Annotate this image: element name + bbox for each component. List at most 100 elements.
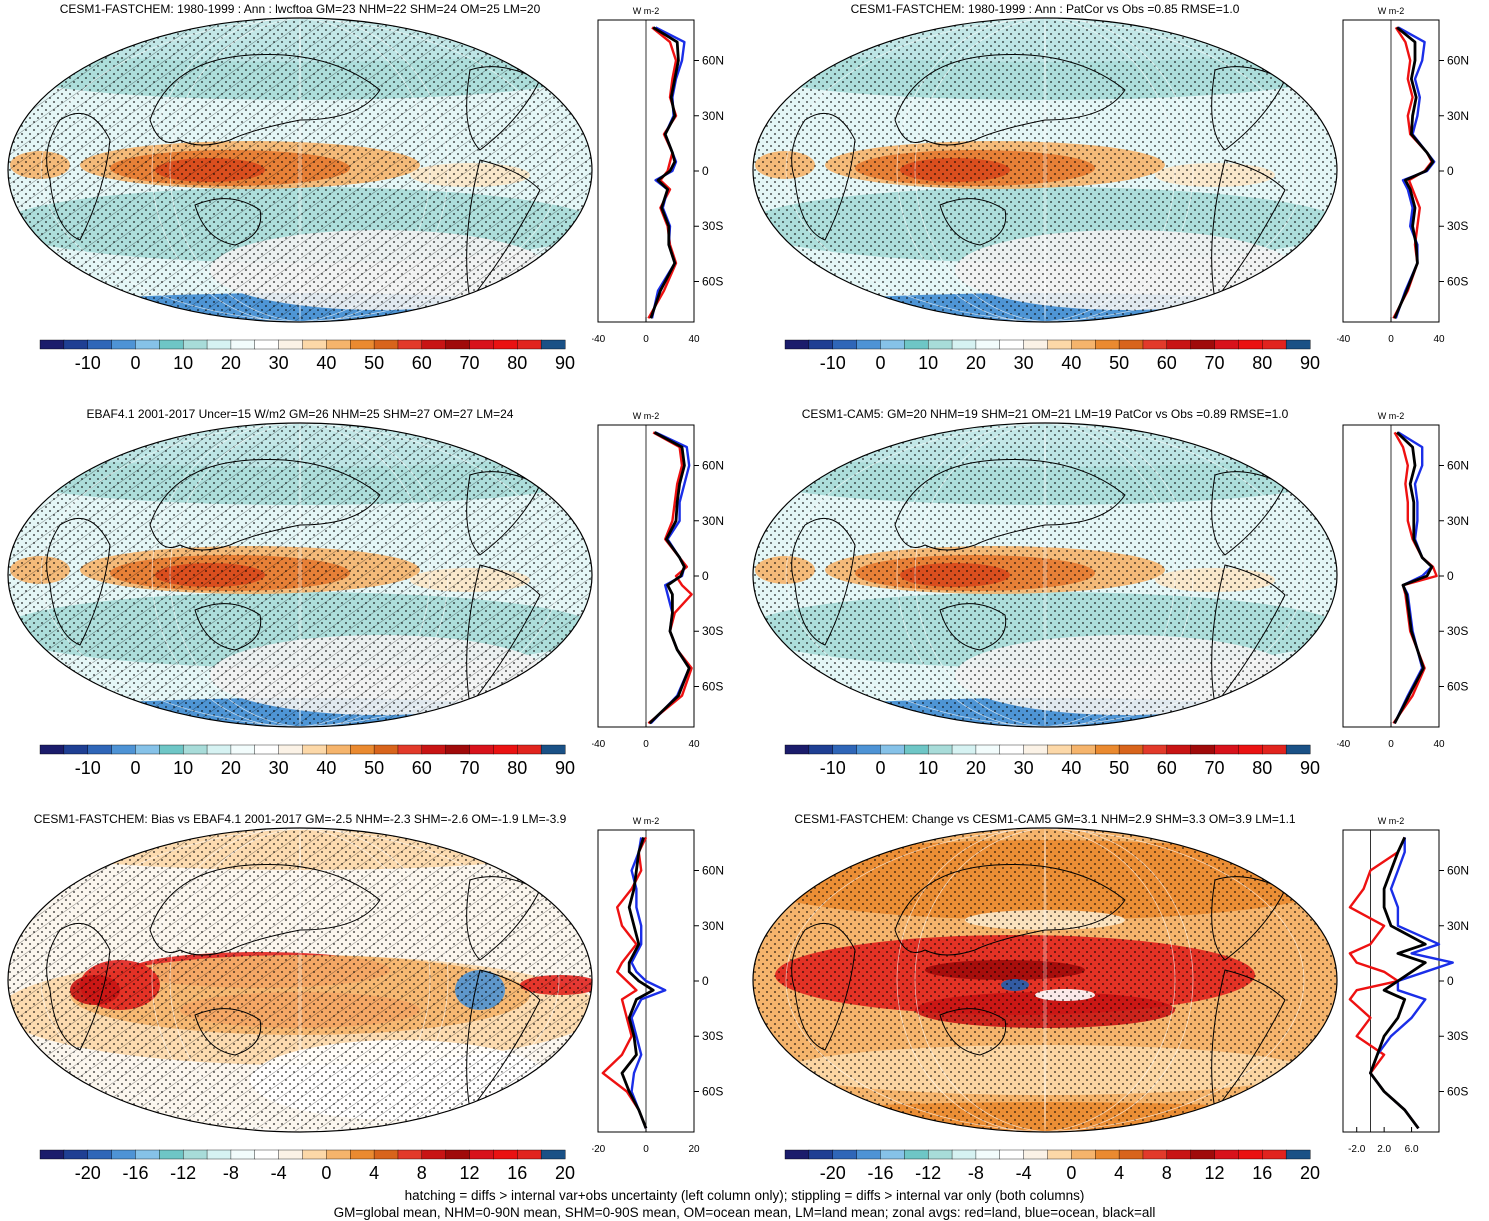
map-field [753, 423, 1337, 727]
series-land [647, 26, 678, 319]
colorbar-swatch [350, 744, 375, 755]
panel-title: CESM1-FASTCHEM: 1980-1999 : Ann : PatCor… [850, 2, 1240, 16]
panel-title: CESM1-CAM5: GM=20 NHM=19 SHM=21 OM=21 LM… [801, 407, 1289, 421]
colorbar-label: 30 [269, 353, 289, 373]
colorbar-swatch [1166, 1149, 1192, 1160]
colorbar-swatch [808, 339, 834, 350]
graticule [753, 18, 1337, 322]
colorbar-swatch [975, 744, 1001, 755]
colorbar-label: -4 [271, 1163, 287, 1183]
graticule [8, 423, 592, 727]
colorbar-swatch [1262, 1149, 1287, 1160]
colorbar-label: 10 [173, 758, 193, 778]
colorbar-swatch [784, 1149, 810, 1160]
colorbar-swatch [1023, 744, 1048, 755]
map-field [753, 18, 1337, 322]
colorbar-swatch [469, 339, 494, 350]
colorbar-swatch [469, 744, 494, 755]
colorbar-label: 10 [918, 353, 938, 373]
colorbar-swatch [1071, 744, 1096, 755]
coastlines [46, 53, 541, 302]
colorbar-swatch [1285, 1149, 1311, 1160]
colorbar-label: 90 [1300, 353, 1320, 373]
colorbar-swatch [517, 1149, 542, 1160]
series-all [1369, 836, 1427, 1130]
colorbar-label: 40 [316, 353, 336, 373]
colorbar-swatch [493, 339, 518, 350]
colorbar-label: -10 [75, 353, 101, 373]
colorbar-swatch [39, 1149, 65, 1160]
colorbar-swatch [1142, 744, 1168, 755]
hatching [8, 423, 592, 727]
map [7, 17, 593, 323]
colorbar-swatch [517, 339, 542, 350]
lat-tick-label: 30N [1447, 109, 1469, 123]
x-tick-label: -40 [1337, 739, 1351, 750]
lat-tick-label: 60N [1447, 459, 1469, 473]
colorbar-swatch [832, 339, 858, 350]
colorbar-swatch [39, 339, 65, 350]
colorbar-label: -12 [915, 1163, 941, 1183]
coastlines [46, 863, 541, 1112]
x-tick-label: 40 [1433, 739, 1445, 750]
x-tick-label: 0 [643, 739, 649, 750]
map-border [752, 827, 1338, 1133]
colorbar-swatch [182, 339, 208, 350]
colorbar-swatch [254, 744, 280, 755]
graticule [753, 828, 1337, 1132]
x-tick-label: 20 [688, 1144, 700, 1155]
colorbar-swatch [1142, 1149, 1168, 1160]
colorbar-swatch [350, 339, 375, 350]
stippling [753, 18, 1337, 322]
colorbar-label: 50 [364, 353, 384, 373]
colorbar-swatch [278, 339, 303, 350]
series-all [648, 431, 691, 725]
lat-tick-label: 30S [702, 624, 723, 638]
lat-tick-label: 0 [1447, 164, 1454, 178]
colorbar-swatch [206, 1149, 232, 1160]
series-ocean [630, 837, 667, 1129]
lat-tick-label: 60S [702, 274, 723, 288]
colorbar-swatch [808, 1149, 834, 1160]
lat-tick-label: 30S [1447, 219, 1468, 233]
colorbar-label: 12 [460, 1163, 480, 1183]
colorbar-swatch [397, 744, 423, 755]
colorbar-label: 80 [507, 353, 527, 373]
colorbar-swatch [1190, 1149, 1216, 1160]
lat-tick-label: 60S [702, 679, 723, 693]
colorbar: -20 -16 -12 -8 -4 0 4 8 12 16 20 [39, 1149, 575, 1183]
colorbar-label: -4 [1016, 1163, 1032, 1183]
colorbar-swatch [856, 744, 881, 755]
colorbar-swatch [1214, 339, 1239, 350]
colorbar-swatch [159, 1149, 184, 1160]
x-tick-label: 0 [643, 1144, 649, 1155]
colorbar-label: -8 [223, 1163, 239, 1183]
colorbar-swatch [784, 339, 810, 350]
units-label: W m-2 [633, 816, 660, 826]
map [752, 827, 1338, 1133]
colorbar-label: 90 [1300, 758, 1320, 778]
colorbar-swatch [206, 339, 232, 350]
colorbar-swatch [880, 1149, 905, 1160]
colorbar-swatch [999, 1149, 1025, 1160]
colorbar-swatch [1047, 339, 1072, 350]
colorbar-label: 70 [460, 353, 480, 373]
lat-tick-label: 30S [1447, 624, 1468, 638]
lat-tick-label: 30S [1447, 1029, 1468, 1043]
colorbar-label: 0 [130, 353, 140, 373]
zonal-mean-plot: W m-2 60N 30N 0 30S 60S -40 0 40 [1337, 411, 1469, 750]
x-tick-label: -40 [592, 334, 606, 345]
colorbar-swatch [540, 744, 566, 755]
colorbar-swatch [254, 1149, 280, 1160]
colorbar-swatch [1047, 744, 1072, 755]
colorbar-label: -10 [820, 353, 846, 373]
graticule [8, 828, 592, 1132]
colorbar-swatch [350, 1149, 375, 1160]
colorbar-swatch [880, 339, 905, 350]
lat-tick-label: 0 [1447, 569, 1454, 583]
panel-6: CESM1-FASTCHEM: Change vs CESM1-CAM5 GM=… [745, 810, 1489, 1215]
colorbar-swatch [540, 1149, 566, 1160]
colorbar-label: 70 [1205, 353, 1225, 373]
colorbar-swatch [1190, 339, 1216, 350]
colorbar-swatch [927, 744, 953, 755]
